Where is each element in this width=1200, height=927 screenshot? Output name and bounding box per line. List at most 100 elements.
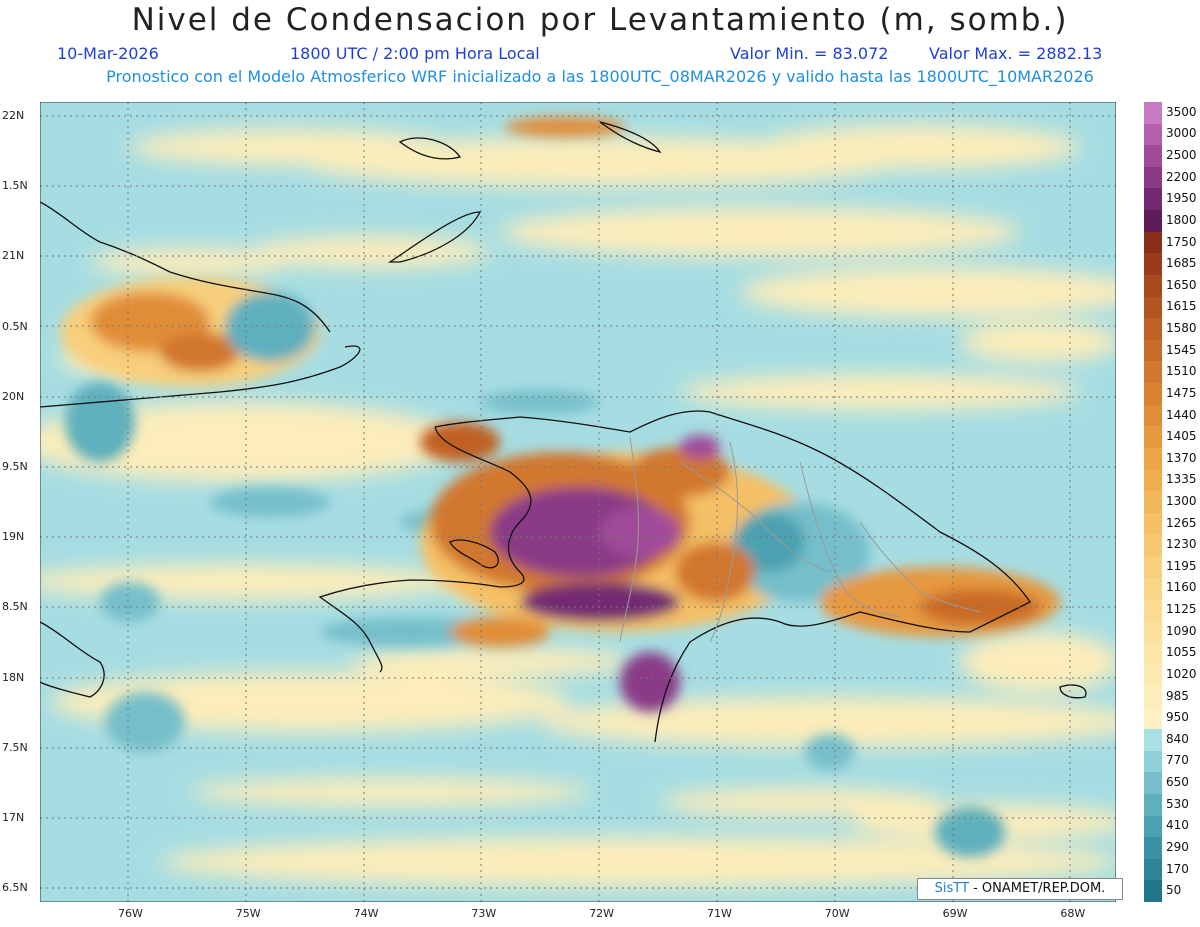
colorbar-label: 170 bbox=[1166, 861, 1189, 876]
credit-brand: SisTT bbox=[934, 881, 969, 896]
colorbar-label: 1650 bbox=[1166, 277, 1197, 292]
colorbar-label: 1750 bbox=[1166, 234, 1197, 249]
colorbar-swatch bbox=[1144, 469, 1162, 492]
colorbar-swatch bbox=[1144, 274, 1162, 298]
colorbar-swatch bbox=[1144, 599, 1162, 622]
colorbar-swatch bbox=[1144, 447, 1162, 471]
colorbar-label: 1055 bbox=[1166, 645, 1197, 660]
colorbar-label: 1475 bbox=[1166, 385, 1197, 400]
colorbar-swatch bbox=[1144, 166, 1162, 189]
colorbar-label: 1090 bbox=[1166, 623, 1197, 638]
cuba-field bbox=[60, 117, 625, 387]
colorbar-label: 770 bbox=[1166, 753, 1189, 768]
lon-label: 72W bbox=[589, 907, 615, 920]
colorbar-label: 1370 bbox=[1166, 450, 1197, 465]
colorbar-swatch bbox=[1144, 210, 1162, 233]
colorbar-label: 950 bbox=[1166, 710, 1189, 725]
colorbar-label: 50 bbox=[1166, 883, 1182, 898]
lat-label: 17N bbox=[2, 811, 25, 824]
colorbar-label: 1230 bbox=[1166, 537, 1197, 552]
lat-label: 9.5N bbox=[2, 460, 28, 473]
colorbar-swatch bbox=[1144, 815, 1162, 838]
colorbar-swatch bbox=[1144, 642, 1162, 665]
colorbar-swatch bbox=[1144, 253, 1162, 276]
colorbar-swatch bbox=[1144, 707, 1162, 730]
lat-label: 22N bbox=[2, 109, 25, 122]
colorbar-swatch bbox=[1144, 793, 1162, 816]
colorbar-label: 840 bbox=[1166, 731, 1189, 746]
lat-label: 7.5N bbox=[2, 740, 28, 754]
map-title: Nivel de Condensacion por Levantamiento … bbox=[131, 2, 1069, 38]
colorbar-swatch bbox=[1144, 837, 1162, 860]
colorbar-swatch bbox=[1144, 880, 1162, 903]
colorbar-label: 3000 bbox=[1166, 126, 1197, 141]
colorbar-label: 1405 bbox=[1166, 429, 1197, 444]
colorbar-swatch bbox=[1144, 772, 1162, 795]
colorbar-swatch bbox=[1144, 750, 1162, 773]
lat-label: 20N bbox=[2, 389, 25, 403]
colorbar-swatch bbox=[1144, 620, 1162, 644]
colorbar-label: 2500 bbox=[1166, 148, 1197, 163]
colorbar-swatch bbox=[1144, 361, 1162, 384]
colorbar-label: 1800 bbox=[1166, 212, 1197, 227]
model-init-line: Pronostico con el Modelo Atmosferico WRF… bbox=[106, 67, 1094, 86]
colorbar-label: 290 bbox=[1166, 839, 1189, 854]
colorbar-swatch bbox=[1144, 534, 1162, 557]
colorbar-label: 1615 bbox=[1166, 299, 1197, 314]
colorbar-label: 985 bbox=[1166, 688, 1189, 703]
colorbar-label: 1020 bbox=[1166, 666, 1197, 681]
value-max: Valor Max. = 2882.13 bbox=[929, 44, 1103, 63]
colorbar-label: 2200 bbox=[1166, 169, 1197, 184]
colorbar-label: 1265 bbox=[1166, 515, 1197, 530]
colorbar-swatch bbox=[1144, 858, 1162, 881]
graticule bbox=[40, 102, 1116, 902]
lon-label: 74W bbox=[353, 907, 379, 920]
colorbar-swatch bbox=[1144, 102, 1162, 125]
colorbar-swatch bbox=[1144, 729, 1162, 752]
lon-label: 73W bbox=[471, 907, 497, 920]
credit-text: - ONAMET/REP.DOM. bbox=[973, 881, 1106, 896]
colorbar-label: 410 bbox=[1166, 818, 1189, 833]
colorbar-label: 1510 bbox=[1166, 364, 1197, 379]
lat-label: 19N bbox=[2, 530, 25, 544]
credit-box: SisTT - ONAMET/REP.DOM. bbox=[917, 878, 1123, 900]
colorbar-swatch bbox=[1144, 426, 1162, 449]
colorbar-label: 1950 bbox=[1166, 191, 1197, 206]
lat-label: 18N bbox=[2, 670, 25, 684]
colorbar-swatch bbox=[1144, 404, 1162, 427]
lon-label: 76W bbox=[118, 907, 143, 920]
lon-label: 71W bbox=[707, 907, 732, 920]
colorbar-swatch bbox=[1144, 556, 1162, 579]
colorbar-swatch bbox=[1144, 685, 1162, 708]
colorbar-label: 1160 bbox=[1166, 580, 1197, 595]
colorbar-label: 1300 bbox=[1166, 494, 1197, 508]
colorbar-swatch bbox=[1144, 123, 1162, 146]
lat-label: 0.5N bbox=[2, 319, 28, 333]
lon-label: 70W bbox=[824, 907, 850, 920]
lon-label: 68W bbox=[1060, 907, 1086, 920]
colorbar-swatch bbox=[1144, 383, 1162, 406]
colorbar-swatch bbox=[1144, 512, 1162, 535]
colorbar-swatch bbox=[1144, 664, 1162, 687]
coastlines bbox=[40, 121, 1087, 743]
condensation-level-map bbox=[40, 102, 1116, 902]
lon-label: 75W bbox=[235, 907, 261, 920]
colorbar-swatch bbox=[1144, 231, 1162, 254]
colorbar-swatch bbox=[1144, 577, 1162, 600]
lat-label: 6.5N bbox=[2, 881, 28, 895]
colorbar-label: 530 bbox=[1166, 796, 1189, 811]
lat-label: 8.5N bbox=[2, 600, 28, 614]
colorbar-label: 1440 bbox=[1166, 407, 1197, 422]
hispaniola-field bbox=[320, 422, 1060, 712]
colorbar-label: 1580 bbox=[1166, 321, 1197, 336]
forecast-time: 1800 UTC / 2:00 pm Hora Local bbox=[290, 44, 540, 63]
colorbar-label: 1195 bbox=[1166, 558, 1197, 573]
lon-label: 69W bbox=[942, 907, 968, 920]
colorbar-label: 1545 bbox=[1166, 342, 1197, 357]
colorbar-swatch bbox=[1144, 318, 1162, 341]
colorbar-label: 1685 bbox=[1166, 256, 1197, 271]
colorbar-swatch bbox=[1144, 145, 1162, 168]
colorbar-swatch bbox=[1144, 491, 1162, 514]
forecast-date: 10-Mar-2026 bbox=[57, 44, 159, 63]
colorbar-label: 1125 bbox=[1166, 602, 1197, 617]
